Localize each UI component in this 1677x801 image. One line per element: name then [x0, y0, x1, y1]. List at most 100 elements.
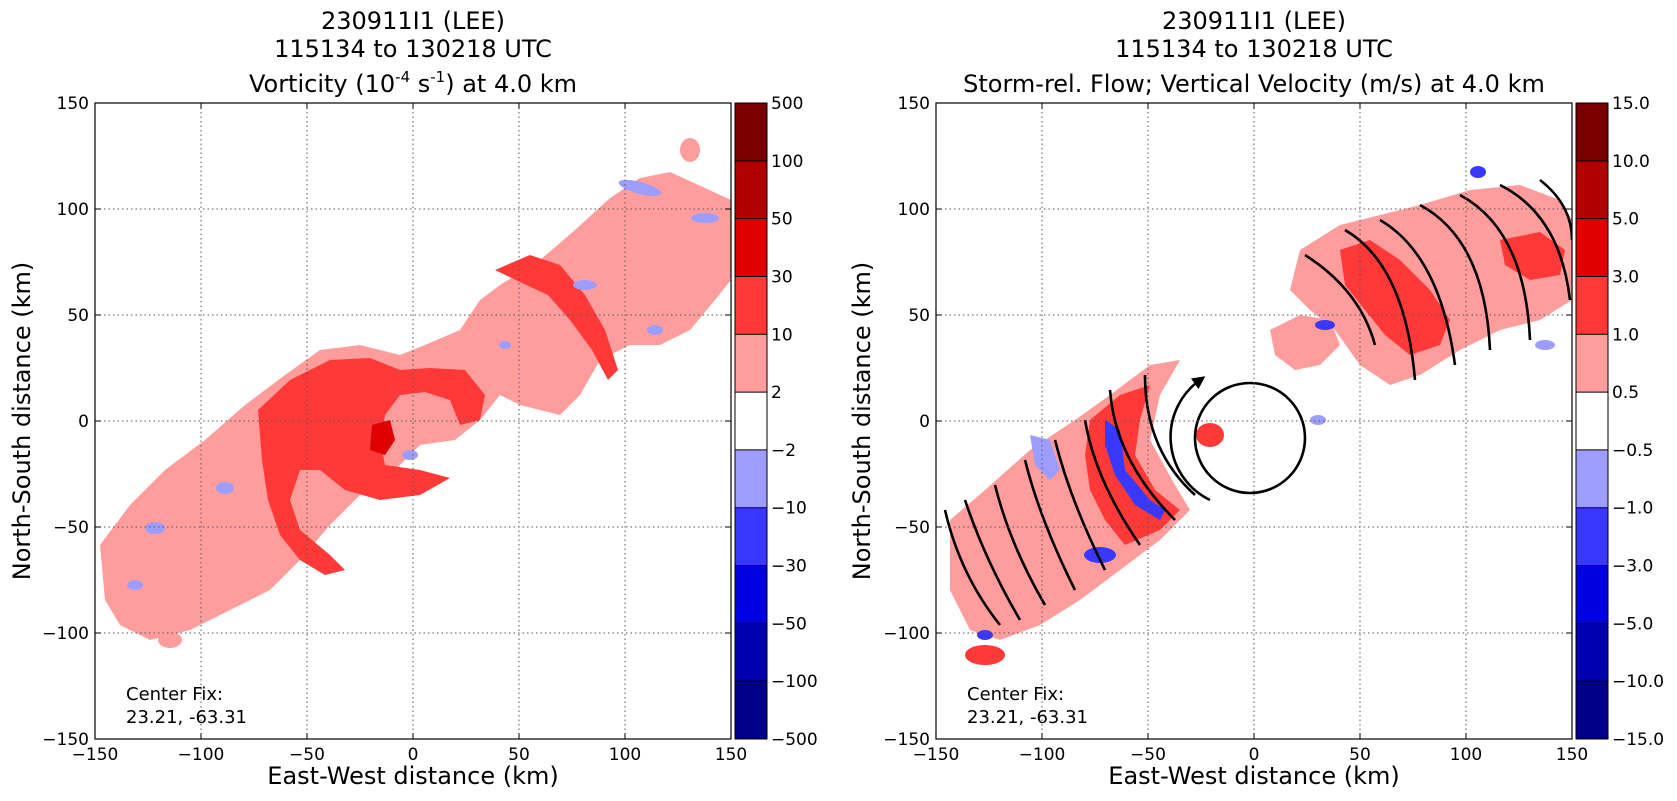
- colorbar-segment: [1576, 565, 1608, 624]
- right-title-line-2: 115134 to 130218 UTC: [1115, 35, 1393, 63]
- streamline-eye-circle: [1193, 381, 1307, 495]
- left-blob-1: [115, 556, 155, 584]
- x-tick-label: −150: [72, 745, 119, 765]
- colorbar-tick-label: 50: [771, 210, 793, 230]
- streamline-arc-4: [1023, 459, 1077, 591]
- colorbar-tick-label: −30: [771, 557, 807, 577]
- colorbar-tick-label: −5.0: [1612, 614, 1653, 634]
- colorbar-segment: [735, 392, 767, 450]
- left-neg-9: [402, 450, 418, 460]
- colorbar-tick-label: 10: [771, 325, 793, 345]
- colorbar-segment: [1576, 681, 1608, 739]
- y-tick-label: 150: [898, 94, 930, 114]
- streamline-arc-2: [963, 499, 1022, 621]
- right-panel: 230911I1 (LEE) 115134 to 130218 UTC Stor…: [848, 7, 1664, 790]
- right-streamlines: [943, 178, 1572, 626]
- colorbar-segment: [1576, 276, 1608, 335]
- colorbar-tick-label: −50: [771, 614, 807, 634]
- left-light-band: [100, 172, 731, 640]
- colorbar-segment: [1576, 449, 1608, 508]
- right-downdraft-6: [1315, 320, 1335, 330]
- left-title-suffix: ) at 4.0 km: [445, 70, 577, 98]
- colorbar-tick-label: −0.5: [1612, 441, 1653, 461]
- colorbar-tick-label: −100: [771, 672, 818, 692]
- left-title-unit-exponent: -1: [430, 68, 445, 86]
- streamline-arc-10: [1344, 228, 1417, 381]
- streamline-arc-6: [1083, 419, 1142, 546]
- colorbar-tick-label: 0.5: [1612, 383, 1639, 403]
- streamline-arc-8: [1143, 374, 1196, 496]
- left-strong-band: [258, 358, 485, 575]
- y-tick-label: 100: [898, 200, 930, 220]
- left-panel: 230911I1 (LEE) 115134 to 130218 UTC Vort…: [8, 7, 818, 790]
- colorbar-tick-label: −10: [771, 499, 807, 519]
- left-xlabel: East-West distance (km): [267, 762, 558, 790]
- colorbar-segment: [1576, 218, 1608, 277]
- right-downdraft-8: [1310, 415, 1326, 425]
- y-tick-label: −150: [42, 730, 89, 750]
- right-downdraft-3: [1084, 547, 1116, 563]
- y-tick-label: 150: [57, 94, 89, 114]
- y-tick-label: 50: [67, 306, 89, 326]
- streamline-arc-9: [1304, 253, 1377, 346]
- colorbar-segment: [1576, 507, 1608, 566]
- streamline-arc-5: [1053, 439, 1107, 571]
- left-outer-band: [495, 255, 618, 380]
- left-ticks: −150 −100 −50 0 50 100 150 −150 −100 −50 0 50 100 150: [42, 94, 747, 765]
- colorbar-segment: [735, 449, 767, 508]
- left-neg-1: [145, 522, 165, 534]
- colorbar-tick-label: 1.0: [1612, 325, 1639, 345]
- colorbar-segment: [735, 507, 767, 566]
- right-colorbar: 15.0 10.0 5.0 3.0 1.0 0.5 −0.5 −1.0 −3.0 −5.0 −10.…: [1575, 94, 1664, 750]
- right-ylabel: North-South distance (km): [848, 262, 876, 581]
- y-tick-label: −100: [883, 624, 930, 644]
- left-neg-2: [216, 482, 234, 494]
- right-updraft-core-2: [1340, 240, 1450, 355]
- x-tick-label: 0: [408, 745, 419, 765]
- right-vertical-velocity-field: [943, 166, 1572, 665]
- y-tick-label: 0: [919, 412, 930, 432]
- left-blob-3: [680, 138, 700, 162]
- left-title-prefix: Vorticity (10: [249, 70, 395, 98]
- left-neg-7: [647, 325, 663, 335]
- x-tick-label: 50: [508, 745, 530, 765]
- right-xlabel: East-West distance (km): [1108, 762, 1399, 790]
- right-center-fix-label: Center Fix:: [967, 684, 1064, 705]
- left-neg-6: [573, 280, 597, 290]
- colorbar-segment: [735, 623, 767, 682]
- left-center-fix-label: Center Fix:: [126, 684, 223, 705]
- streamline-eye-arc: [1169, 376, 1211, 502]
- y-tick-label: −150: [883, 730, 930, 750]
- right-title-line-3: Storm-rel. Flow; Vertical Velocity (m/s)…: [963, 70, 1545, 98]
- colorbar-segment: [735, 334, 767, 393]
- colorbar-tick-label: −10.0: [1612, 672, 1664, 692]
- streamline-arc-1: [943, 509, 1002, 626]
- right-downdraft-4: [1470, 166, 1486, 178]
- left-title-line-3: Vorticity (10-4 s-1) at 4.0 km: [249, 68, 577, 98]
- y-tick-label: −50: [894, 518, 930, 538]
- colorbar-tick-label: 5.0: [1612, 210, 1639, 230]
- left-neg-4: [618, 179, 662, 197]
- x-tick-label: −50: [1130, 745, 1166, 765]
- left-title-exponent: -4: [395, 68, 410, 86]
- colorbar-segment: [735, 103, 767, 161]
- colorbar-segment: [735, 681, 767, 739]
- streamline-arc-11: [1379, 218, 1457, 366]
- left-core: [370, 420, 395, 455]
- colorbar-segment: [1576, 334, 1608, 393]
- x-tick-label: −150: [913, 745, 960, 765]
- right-ticks: −150 −100 −50 0 50 100 150 −150 −100 −50 0 50 100 150: [883, 94, 1588, 765]
- colorbar-segment: [735, 218, 767, 277]
- y-tick-label: −50: [53, 518, 89, 538]
- streamline-arc-3: [993, 484, 1047, 606]
- colorbar-tick-label: 10.0: [1612, 152, 1650, 172]
- y-tick-label: 100: [57, 200, 89, 220]
- x-tick-label: −100: [1019, 745, 1066, 765]
- y-tick-label: −100: [42, 624, 89, 644]
- left-neg-8: [499, 341, 511, 349]
- x-tick-label: −100: [178, 745, 225, 765]
- x-tick-label: −50: [289, 745, 325, 765]
- streamline-arc-12: [1419, 203, 1492, 351]
- x-tick-label: 150: [1556, 745, 1588, 765]
